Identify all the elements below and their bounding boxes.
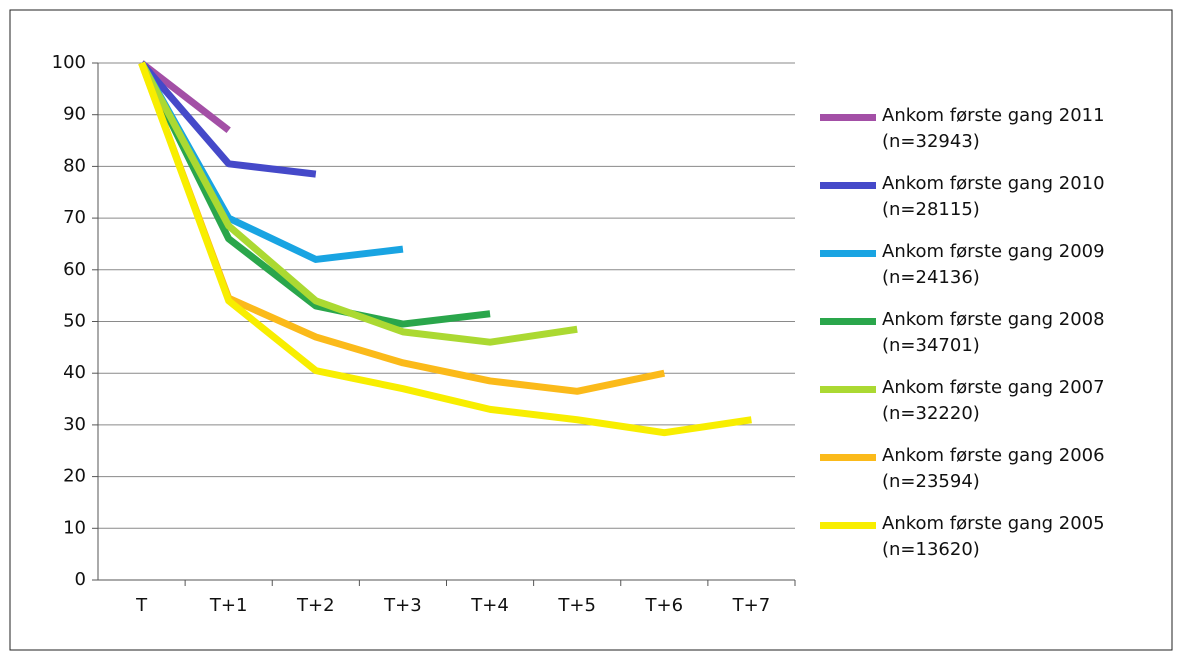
y-tick-label: 40 [63,362,86,383]
legend-label: Ankom første gang 2006 (n=23594) [882,445,1105,492]
y-tick-label: 10 [63,517,86,538]
x-tick-label: T+3 [383,595,422,616]
y-tick-label: 70 [63,207,86,228]
series-line [138,61,752,437]
legend-entry: Ankom første gang 2007 (n=32220) [820,375,1105,427]
frame [9,9,1173,651]
legend-entry: Ankom første gang 2005 (n=13620) [820,511,1105,563]
legend-swatch [820,386,876,393]
y-tick-label: 90 [63,104,86,125]
legend-entry: Ankom første gang 2008 (n=34701) [820,307,1105,359]
legend-label: Ankom første gang 2005 (n=13620) [882,513,1105,560]
legend-entry: Ankom første gang 2006 (n=23594) [820,443,1105,495]
legend-swatch [820,454,876,461]
y-tick-label: 100 [52,52,86,73]
legend-entry: Ankom første gang 2009 (n=24136) [820,239,1105,291]
y-tick-label: 80 [63,155,86,176]
y-tick-label: 60 [63,259,86,280]
legend-label: Ankom første gang 2010 (n=28115) [882,173,1105,220]
legend-swatch [820,522,876,529]
legend-swatch [820,318,876,325]
legend-entry: Ankom første gang 2011 (n=32943) [820,103,1105,155]
y-tick-label: 20 [63,466,86,487]
series-line [138,60,317,178]
legend-label: Ankom første gang 2008 (n=34701) [882,309,1105,356]
legend-swatch [820,250,876,257]
y-tick-label: 0 [75,569,86,590]
legend-entry: Ankom første gang 2010 (n=28115) [820,171,1105,223]
series-line [138,61,578,346]
x-tick-label: T [135,595,148,616]
x-tick-label: T+2 [296,595,335,616]
legend-label: Ankom første gang 2009 (n=24136) [882,241,1105,288]
x-tick-label: T+6 [645,595,684,616]
legend-swatch [820,182,876,189]
legend-label: Ankom første gang 2011 (n=32943) [882,105,1105,152]
y-tick-label: 50 [63,311,86,332]
y-tick-label: 30 [63,414,86,435]
legend-swatch [820,114,876,121]
legend-label: Ankom første gang 2007 (n=32220) [882,377,1105,424]
series-line [138,61,491,328]
x-tick-label: T+7 [732,595,771,616]
x-tick-label: T+1 [209,595,248,616]
x-tick-label: T+5 [557,595,596,616]
series-line [139,60,231,133]
x-tick-label: T+4 [470,595,509,616]
